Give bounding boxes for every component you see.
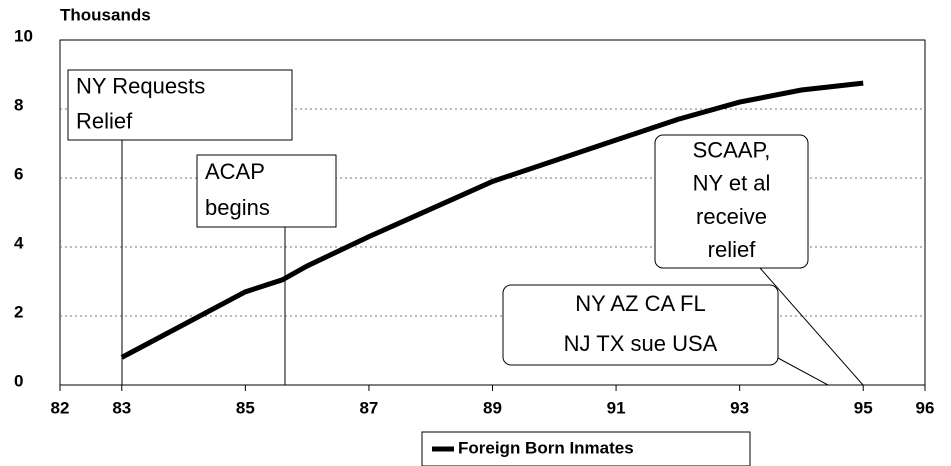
- annotation-text: Relief: [76, 108, 133, 133]
- annotation-text: SCAAP,: [693, 137, 771, 162]
- annotation-box: [196, 154, 337, 228]
- annotation-box: [654, 134, 809, 269]
- y-tick-label: 2: [14, 302, 23, 321]
- x-tick-label: 95: [854, 398, 873, 417]
- annotation-box: [502, 284, 779, 366]
- y-tick-label: 4: [14, 233, 24, 252]
- annotation-text: NY Requests: [76, 73, 205, 98]
- annotation-pointer: [777, 357, 829, 386]
- legend-label: Foreign Born Inmates: [458, 438, 634, 457]
- x-tick-label: 87: [359, 398, 378, 417]
- annotation-text: NY et al: [693, 171, 771, 196]
- y-tick-label: 8: [14, 95, 23, 114]
- x-tick-label: 83: [112, 398, 131, 417]
- annotation-text: ACAP: [205, 159, 265, 184]
- annotation-text: NJ TX sue USA: [564, 331, 718, 356]
- annotation-text: relief: [708, 237, 757, 262]
- x-tick-label: 85: [236, 398, 255, 417]
- x-tick-label: 93: [730, 398, 749, 417]
- annotation-text: receive: [696, 204, 767, 229]
- y-axis-label: Thousands: [60, 5, 151, 24]
- x-tick-label: 96: [916, 398, 935, 417]
- data-line: [120, 80, 864, 360]
- annotation-text: NY AZ CA FL: [575, 291, 705, 316]
- y-tick-label: 6: [14, 164, 23, 183]
- x-tick-label: 91: [607, 398, 626, 417]
- y-tick-label: 10: [14, 26, 33, 45]
- annotation-box: [67, 69, 293, 141]
- annotation-text: begins: [205, 195, 270, 220]
- y-tick-label: 0: [14, 371, 23, 390]
- x-tick-label: 89: [483, 398, 502, 417]
- legend-box: [421, 431, 751, 466]
- x-tick-label: 82: [51, 398, 70, 417]
- annotation-pointer: [759, 267, 864, 386]
